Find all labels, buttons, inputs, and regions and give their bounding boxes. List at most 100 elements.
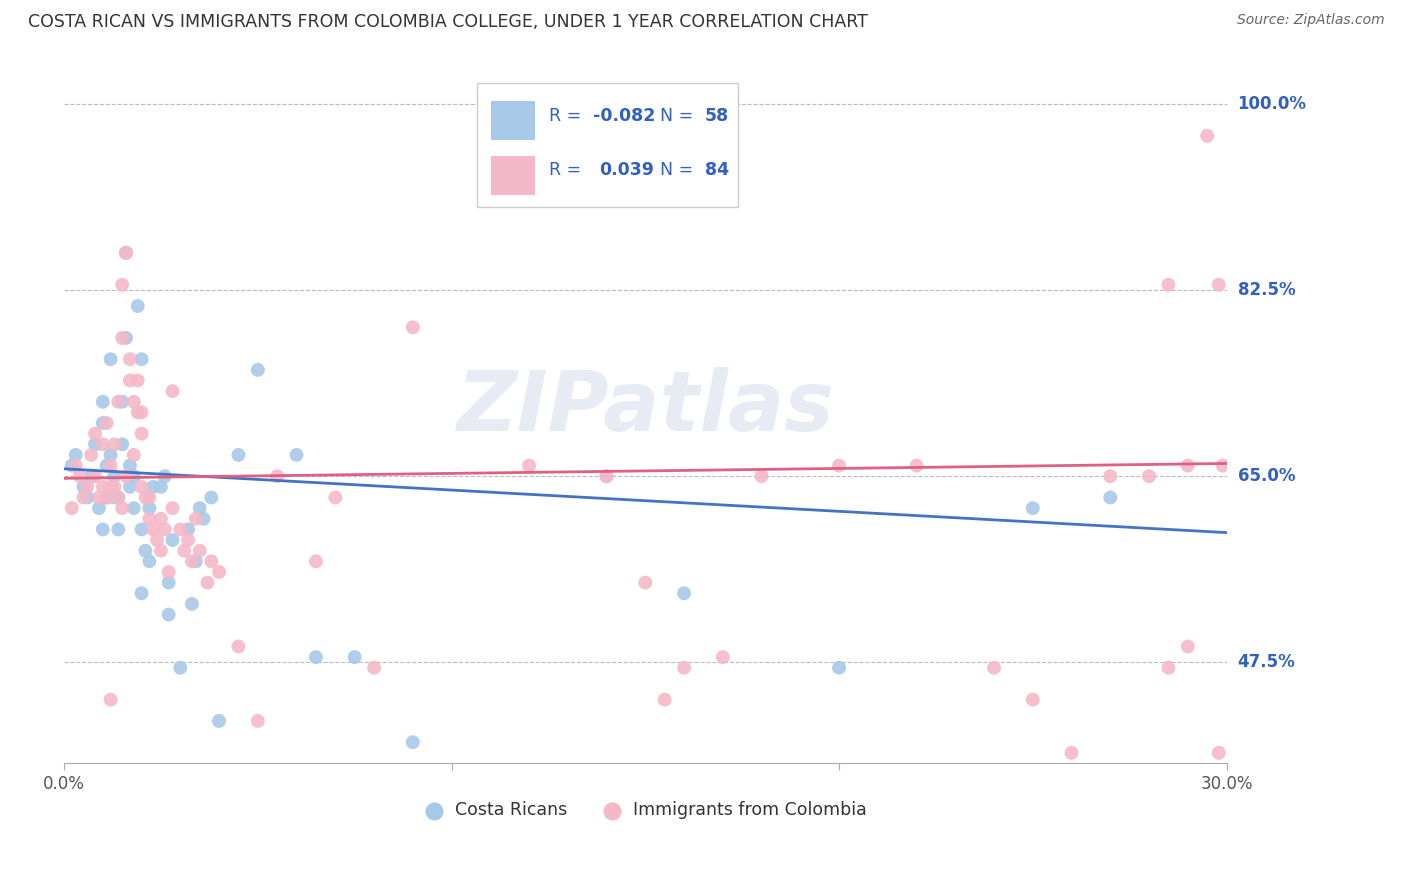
Point [65,448,87,462]
Point [905,458,928,473]
Point [96,416,118,430]
Point [1208,746,1230,760]
Point [115,245,138,260]
Point [96,491,118,505]
Point [1177,640,1199,654]
Point [131,480,153,494]
Point [246,714,269,728]
Point [200,554,222,568]
Point [828,458,851,473]
Point [266,469,288,483]
Point [65,458,87,473]
Point [91,480,114,494]
FancyBboxPatch shape [477,83,738,208]
Point [100,448,122,462]
Text: 0.039: 0.039 [599,161,654,179]
Point [103,491,125,505]
Point [76,480,98,494]
Point [1212,458,1234,473]
Point [103,480,125,494]
Point [402,735,425,749]
Point [142,523,165,537]
Point [118,458,141,473]
Point [711,650,734,665]
Point [118,480,141,494]
Point [1197,128,1219,143]
Point [177,523,200,537]
Point [122,501,145,516]
Point [149,480,172,494]
Point [107,491,129,505]
Point [169,661,191,675]
Point [107,523,129,537]
Point [285,448,308,462]
Point [127,405,149,419]
Legend: Costa Ricans, Immigrants from Colombia: Costa Ricans, Immigrants from Colombia [416,794,875,826]
Point [84,437,107,451]
Point [122,448,145,462]
Text: COSTA RICAN VS IMMIGRANTS FROM COLOMBIA COLLEGE, UNDER 1 YEAR CORRELATION CHART: COSTA RICAN VS IMMIGRANTS FROM COLOMBIA … [28,13,868,31]
Point [134,491,156,505]
Point [60,501,83,516]
Point [1060,746,1083,760]
Point [96,458,118,473]
Point [115,331,138,345]
Point [983,661,1005,675]
FancyBboxPatch shape [491,156,534,195]
Text: 82.5%: 82.5% [1237,281,1295,299]
Point [193,512,215,526]
Point [673,661,696,675]
Text: N =: N = [648,106,699,125]
Point [84,426,107,441]
Point [517,458,540,473]
Point [162,384,184,398]
Point [134,543,156,558]
Point [673,586,696,600]
Point [100,692,122,706]
Point [138,554,160,568]
Point [363,661,385,675]
Point [91,437,114,451]
Point [138,512,160,526]
Text: R =: R = [548,161,592,179]
Point [1208,277,1230,292]
Point [111,501,134,516]
Point [103,437,125,451]
Point [162,501,184,516]
Point [402,320,425,334]
Point [1137,469,1160,483]
Point [595,469,617,483]
Point [188,501,211,516]
Point [91,523,114,537]
Point [87,491,110,505]
Point [1177,458,1199,473]
Point [157,565,180,579]
Point [131,586,153,600]
Point [107,394,129,409]
Point [169,523,191,537]
Point [1157,661,1180,675]
Point [173,543,195,558]
Point [96,491,118,505]
Point [107,491,129,505]
Point [138,501,160,516]
Point [305,554,328,568]
Point [100,480,122,494]
Point [184,554,207,568]
Point [157,575,180,590]
Point [181,597,204,611]
Point [60,458,83,473]
Point [228,448,250,462]
Point [100,352,122,367]
Point [115,469,138,483]
Text: Source: ZipAtlas.com: Source: ZipAtlas.com [1237,13,1385,28]
Point [131,523,153,537]
Point [228,640,250,654]
Point [246,363,269,377]
Point [131,352,153,367]
Point [153,523,176,537]
Point [323,491,346,505]
Point [103,469,125,483]
Point [87,501,110,516]
Point [1022,501,1045,516]
